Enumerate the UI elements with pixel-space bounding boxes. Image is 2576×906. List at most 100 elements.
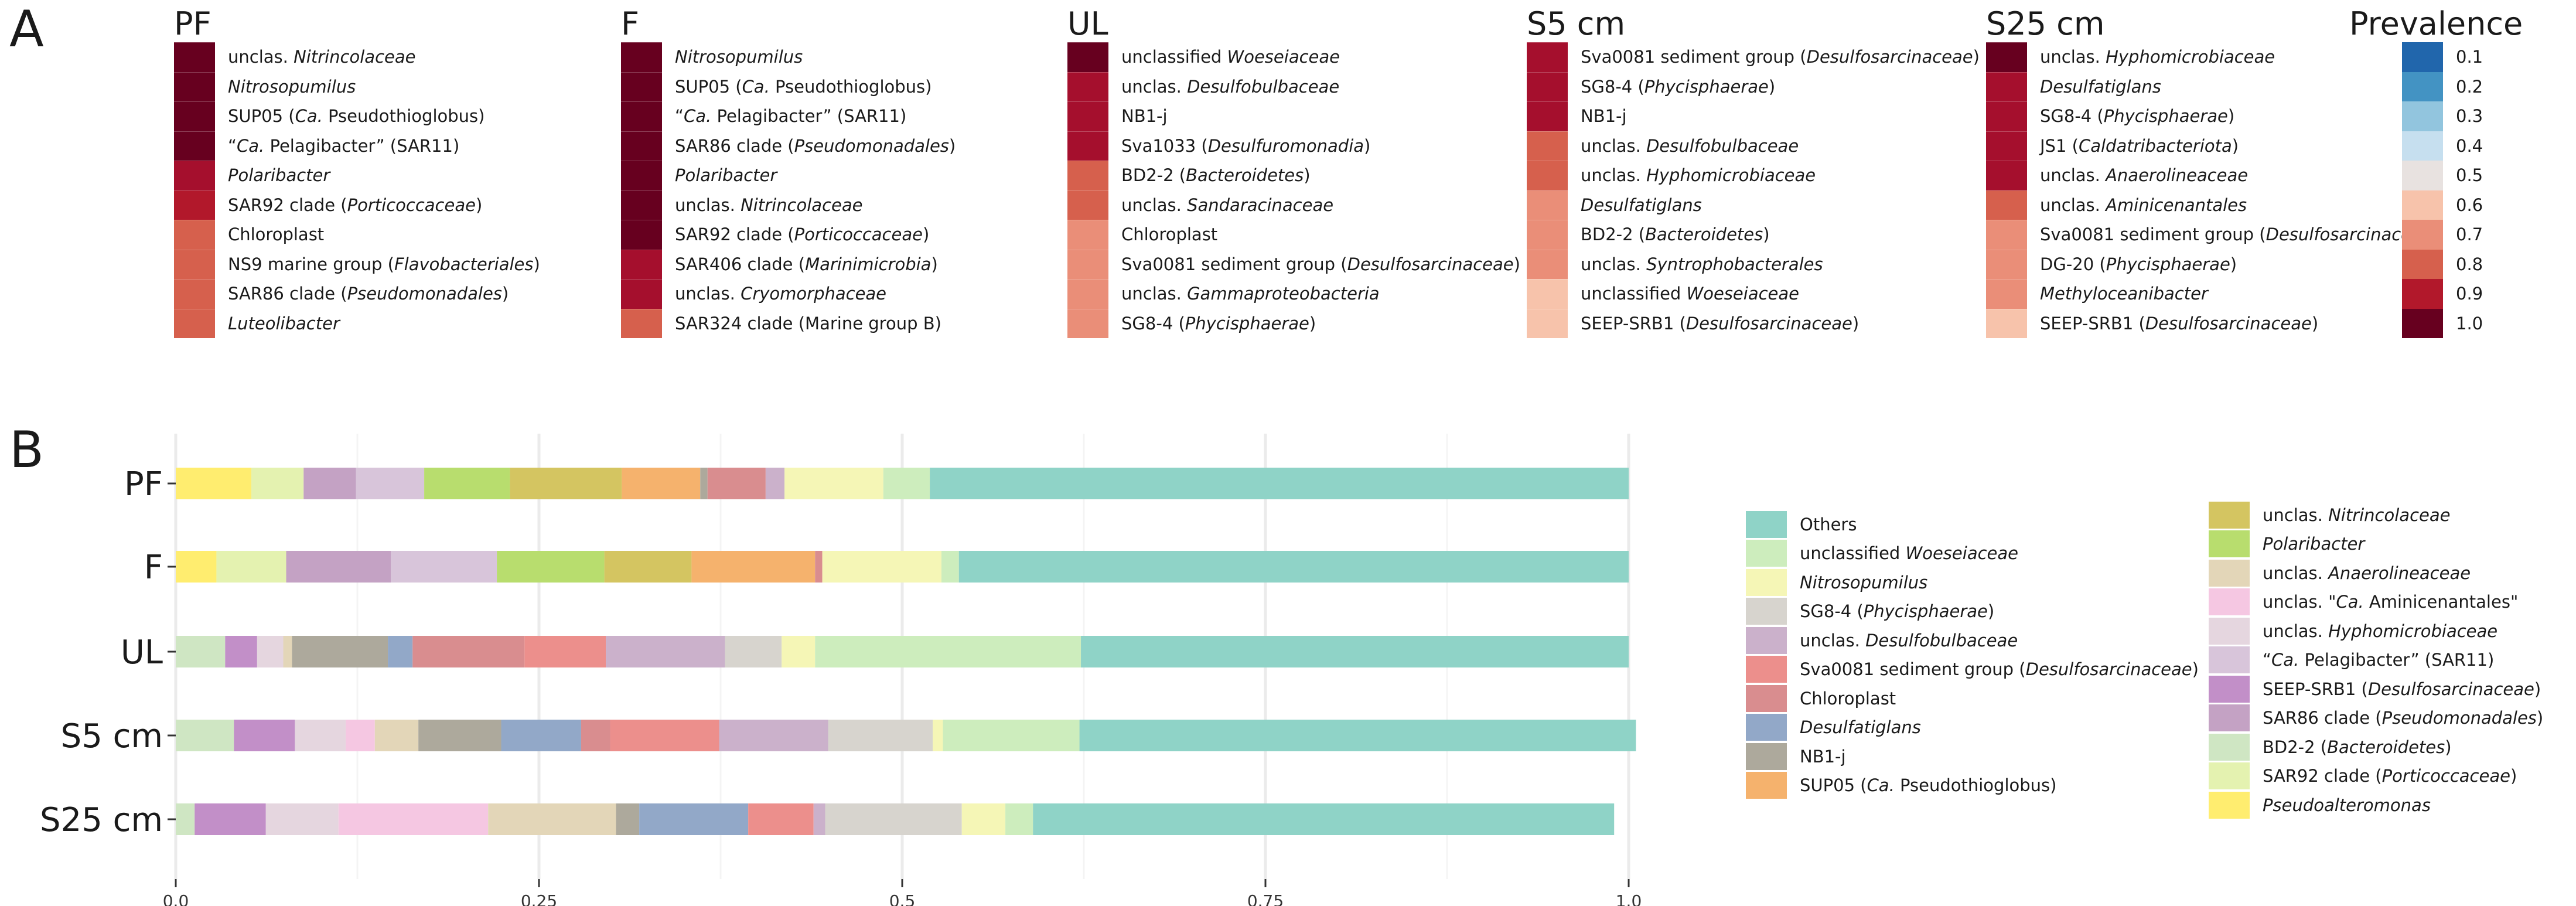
taxon-row: BD2-2 (Bacteroidetes) — [1527, 220, 1980, 250]
prevalence-swatch — [1986, 308, 2027, 338]
category-tick-label: F — [144, 549, 163, 587]
prevalence-swatch — [1986, 249, 2027, 279]
taxon-label: SUP05 (Ca. Pseudothioglobus) — [1800, 775, 2057, 796]
taxon-label: unclas. Anaerolineaceae — [2040, 165, 2249, 186]
taxon-label: Nitrosopumilus — [1800, 572, 1928, 592]
bar-segment — [828, 720, 933, 751]
x-tick-label: 0.5 — [889, 891, 916, 906]
prevalence-legend: Prevalence 0.1 0.2 0.3 0.4 0.5 0.6 0.7 0.8 0.9 1.… — [2349, 6, 2523, 338]
column-title: S25 cm — [1986, 5, 2105, 42]
taxon-label: NB1-j — [1800, 746, 1846, 767]
taxa-column-s25cm: S25 cm unclas. Hyphomicrobiaceae Desulfat… — [1986, 6, 2439, 338]
bar-segment — [639, 803, 749, 835]
legend-entry: SAR92 clade (Porticoccaceae) — [2209, 762, 2543, 791]
bar-segment — [356, 468, 425, 499]
legend-entry: SG8-4 (Phycisphaerae) — [1746, 597, 2199, 626]
bar-segment — [622, 468, 701, 499]
bar-segment — [961, 803, 1006, 835]
prevalence-swatch — [174, 71, 215, 101]
prevalence-value: 0.1 — [2456, 47, 2483, 67]
bar-segment — [784, 468, 883, 499]
taxon-label: SUP05 (Ca. Pseudothioglobus) — [228, 106, 485, 127]
taxon-row: unclas. Sandaracinaceae — [1067, 190, 1520, 220]
column-title: F — [621, 5, 640, 42]
legend-swatch — [1746, 656, 1787, 683]
bar-segment — [424, 468, 510, 499]
bar-segment — [1079, 720, 1636, 751]
taxon-row: Chloroplast — [1067, 220, 1520, 250]
taxon-label: Desulfatiglans — [1581, 195, 1702, 215]
prevalence-swatch — [1527, 308, 1568, 338]
prevalence-swatch — [621, 42, 662, 72]
legend-swatch — [2209, 646, 2250, 674]
taxon-row: DG-20 (Phycisphaerae) — [1986, 249, 2439, 279]
prevalence-swatch — [1527, 190, 1568, 220]
taxon-row: SEEP-SRB1 (Desulfosarcinaceae) — [1986, 308, 2439, 338]
bar-segment — [581, 720, 610, 751]
legend-entry: Polaribacter — [2209, 530, 2543, 559]
taxon-label: unclassified Woeseiaceae — [1121, 47, 1340, 67]
taxon-label: Sva0081 sediment group (Desulfosarcinace… — [1800, 659, 2199, 680]
bar-segment — [719, 720, 828, 751]
category-tick-label: S25 cm — [40, 801, 163, 839]
taxon-row: NB1-j — [1067, 101, 1520, 131]
legend-swatch — [1746, 684, 1787, 712]
legend-entry: SUP05 (Ca. Pseudothioglobus) — [1746, 771, 2199, 801]
prevalence-swatch — [174, 308, 215, 338]
prevalence-level: 0.5 — [2402, 161, 2523, 190]
taxon-label: Nitrosopumilus — [228, 76, 356, 97]
prevalence-swatch — [1986, 161, 2027, 190]
legend-entry: unclassified Woeseiaceae — [1746, 539, 2199, 568]
taxon-row: Methyloceanibacter — [1986, 279, 2439, 309]
legend-swatch — [2209, 530, 2250, 558]
prevalence-swatch — [1067, 71, 1108, 101]
taxon-label: Chloroplast — [1800, 688, 1896, 709]
bar-segment — [1081, 636, 1629, 667]
taxon-label: unclas. Desulfobulbaceae — [1800, 630, 2018, 650]
legend-swatch — [2209, 704, 2250, 732]
bar-segment — [606, 636, 725, 667]
taxon-label: BD2-2 (Bacteroidetes) — [1581, 224, 1770, 245]
taxon-label: unclas. Syntrophobacterales — [1581, 254, 1823, 274]
taxon-label: BD2-2 (Bacteroidetes) — [1121, 165, 1311, 186]
prevalence-level: 0.7 — [2402, 220, 2523, 250]
taxon-label: Luteolibacter — [228, 313, 340, 333]
prevalence-swatch — [1527, 131, 1568, 161]
legend-swatch — [1746, 510, 1787, 538]
prevalence-level: 0.6 — [2402, 190, 2523, 220]
bar-segment — [943, 720, 1080, 751]
prevalence-swatch — [174, 131, 215, 161]
taxon-label: unclas. "Ca. Aminicenantales" — [2263, 592, 2519, 612]
bar-segment — [251, 468, 304, 499]
legend-swatch — [1746, 772, 1787, 799]
legend-swatch — [2209, 588, 2250, 616]
bar-segment — [501, 720, 581, 751]
prevalence-swatch — [1527, 279, 1568, 309]
bar-segment — [303, 468, 356, 499]
taxon-row: unclassified Woeseiaceae — [1527, 279, 1980, 309]
bar-segment — [176, 803, 195, 835]
taxon-label: unclassified Woeseiaceae — [1581, 284, 1799, 304]
prevalence-swatch — [621, 279, 662, 309]
category-tick-label: PF — [124, 465, 163, 503]
bar-segment — [488, 803, 616, 835]
prevalence-swatch — [174, 279, 215, 309]
prevalence-swatch — [621, 220, 662, 250]
bar-segment — [748, 803, 814, 835]
taxon-row: SAR92 clade (Porticoccaceae) — [174, 190, 540, 220]
taxon-row: unclas. Nitrincolaceae — [174, 42, 540, 72]
bar-segment — [725, 636, 782, 667]
taxon-row: Polaribacter — [174, 161, 540, 190]
bar-segment — [388, 636, 413, 667]
taxon-label: Chloroplast — [228, 224, 325, 245]
taxon-row: Sva1033 (Desulfuromonadia) — [1067, 131, 1520, 161]
prevalence-swatch — [1067, 131, 1108, 161]
prevalence-swatch — [621, 71, 662, 101]
taxon-label: unclas. Nitrincolaceae — [2263, 505, 2451, 525]
legend-swatch — [2209, 559, 2250, 587]
prevalence-swatch — [1067, 249, 1108, 279]
prevalence-swatch — [1067, 161, 1108, 190]
bar-segment — [257, 636, 284, 667]
legend-swatch — [2209, 733, 2250, 761]
taxon-row: unclas. Desulfobulbaceae — [1067, 71, 1520, 101]
